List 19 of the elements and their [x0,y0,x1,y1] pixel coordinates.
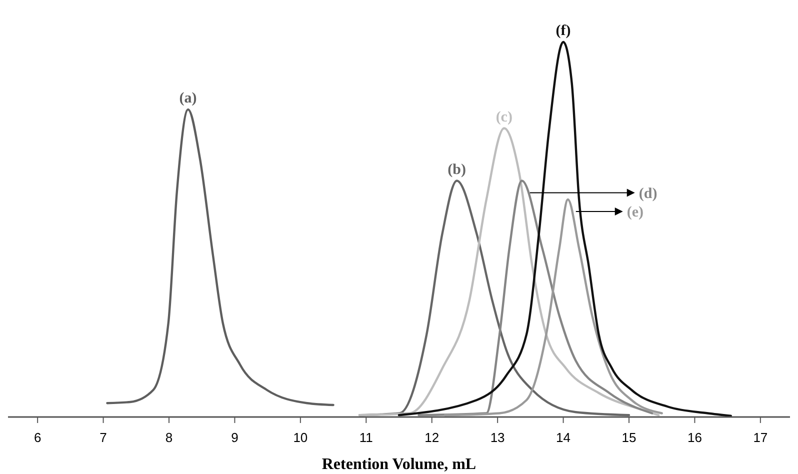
x-tick-label: 11 [359,430,373,445]
x-tick-label: 16 [687,430,702,445]
series-label: (b) [448,162,466,178]
text: (d) [638,186,658,202]
text: (e) [626,204,644,220]
x-tick-label: 8 [165,430,173,445]
x-tick-label: 14 [556,430,571,445]
series-label: (c) [496,109,512,126]
series-label: (a) [179,90,197,106]
x-tick-label: 9 [231,430,238,445]
x-tick-label: 17 [753,430,768,445]
x-axis-title: Retention Volume, mL [322,456,476,473]
x-tick-label: 13 [490,430,505,445]
x-tick-label: 10 [293,430,308,445]
x-tick-label: 6 [34,430,42,445]
x-tick-label: 12 [424,430,440,445]
series-label: (f) [556,23,571,39]
x-tick-label: 7 [100,430,107,445]
x-tick-label: 15 [622,430,636,445]
